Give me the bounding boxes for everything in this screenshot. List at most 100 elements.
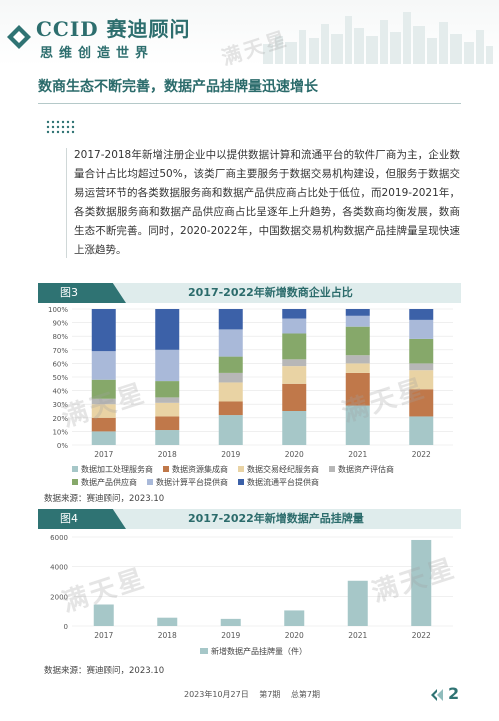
bar-segment [409,309,434,320]
bar-segment [282,309,307,319]
legend-label: 数据计算平台提供商 [156,478,228,487]
footer-info: 2023年10月27日 第7期 总第7期 [184,689,328,700]
bar-segment [282,366,307,384]
bar [93,604,114,626]
bar-segment [91,379,116,399]
bar-segment [282,318,307,334]
x-tick-label: 2019 [221,450,240,459]
bar-segment [345,326,370,356]
bar-segment [409,370,434,390]
bar-segment [409,416,434,445]
bar-segment [345,315,370,327]
bar-segment [345,309,370,316]
bar-segment [155,416,180,431]
bar-segment [345,363,370,373]
x-tick-label: 2020 [285,631,304,640]
figure3-source: 数据来源：赛迪顾问，2023.10 [44,494,165,504]
y-tick-label: 50% [52,374,68,382]
bar-segment [218,329,243,357]
bar [220,618,241,626]
legend-swatch [147,479,153,485]
y-tick-label: 6000 [50,534,68,542]
bar-segment [218,309,243,330]
brand-name: CCID 赛迪顾问 [36,13,191,42]
bar-segment [345,372,370,406]
x-tick-label: 2018 [158,631,177,640]
bar-segment [409,338,434,364]
y-tick-label: 30% [52,401,68,409]
legend-swatch [163,466,169,472]
y-tick-label: 90% [52,320,68,328]
body-paragraph: 2017-2018年新增注册企业中以提供数据计算和流通平台的软件厂商为主，企业数… [74,149,460,256]
section-divider [38,103,461,104]
bar-segment [218,382,243,402]
bar-segment [409,389,434,417]
legend-swatch [72,466,78,472]
bar-segment [155,402,180,417]
brand-name-cn: 赛迪顾问 [106,17,191,41]
figure3-header: 图3 2017-2022年新增数商企业占比 [38,283,461,303]
figure3-tag: 图3 [38,283,126,303]
section-title: 数商生态不断完善，数据产品挂牌量迅速增长 [38,79,318,95]
bar [411,539,432,626]
bar-segment [218,356,243,373]
y-tick-label: 60% [52,360,68,368]
bar-segment [91,431,116,445]
x-tick-label: 2019 [221,631,240,640]
footer-arrow-icon [431,689,443,701]
y-tick-label: 20% [52,415,68,423]
page-number: 2 [448,684,460,703]
bar-segment [218,415,243,445]
bar-segment [218,401,243,416]
y-tick-label: 4000 [50,564,68,572]
footer-total: 总第7期 [290,690,320,699]
legend-item: 数据计算平台提供商 [147,476,228,489]
figure3-title: 2017-2022年新增数商企业占比 [188,286,353,299]
bar-segment [91,417,116,432]
paragraph-accent-bar [66,148,67,258]
bar-segment [155,397,180,403]
x-tick-label: 2017 [94,450,113,459]
dot-pattern-icon [46,120,75,134]
brand-logo-icon [7,25,31,49]
y-tick-label: 0 [64,623,68,631]
y-tick-label: 2000 [50,593,68,601]
bar-segment [218,372,243,383]
bar-segment [282,333,307,360]
x-tick-label: 2022 [412,450,431,459]
bar-segment [345,355,370,364]
figure4-header: 图4 2017-2022年新增数据产品挂牌量 [38,509,461,529]
legend-swatch [238,466,244,472]
x-tick-label: 2020 [285,450,304,459]
footer-date: 2023年10月27日 [184,690,249,699]
x-tick-label: 2021 [348,631,367,640]
brand-name-en: CCID [36,17,99,41]
x-tick-label: 2021 [348,450,367,459]
bar-segment [155,430,180,445]
bar-segment [91,404,116,418]
y-tick-label: 10% [52,428,68,436]
bar-segment [282,411,307,445]
y-tick-label: 70% [52,347,68,355]
bar-segment [91,398,116,405]
figure4-legend-label: 新增数据产品挂牌量（件） [211,647,307,656]
bar [284,610,305,626]
legend-swatch [329,466,335,472]
bar-segment [155,309,180,350]
figure4-legend: 新增数据产品挂牌量（件） [200,646,307,657]
legend-swatch [72,479,78,485]
legend-label: 数据产品供应商 [81,478,137,487]
legend-item: 数据流通平台提供商 [238,476,319,489]
bar-segment [282,359,307,367]
legend-label: 数据交易经纪服务商 [247,465,319,474]
figure4-title: 2017-2022年新增数据产品挂牌量 [188,512,364,525]
bar-segment [91,309,116,352]
bar-segment [91,351,116,380]
footer-issue: 第7期 [259,690,281,699]
bar-segment [282,383,307,411]
x-tick-label: 2017 [94,631,113,640]
bar-segment [155,349,180,382]
x-tick-label: 2022 [412,631,431,640]
bar-segment [409,363,434,371]
legend-label: 数据加工处理服务商 [81,465,153,474]
